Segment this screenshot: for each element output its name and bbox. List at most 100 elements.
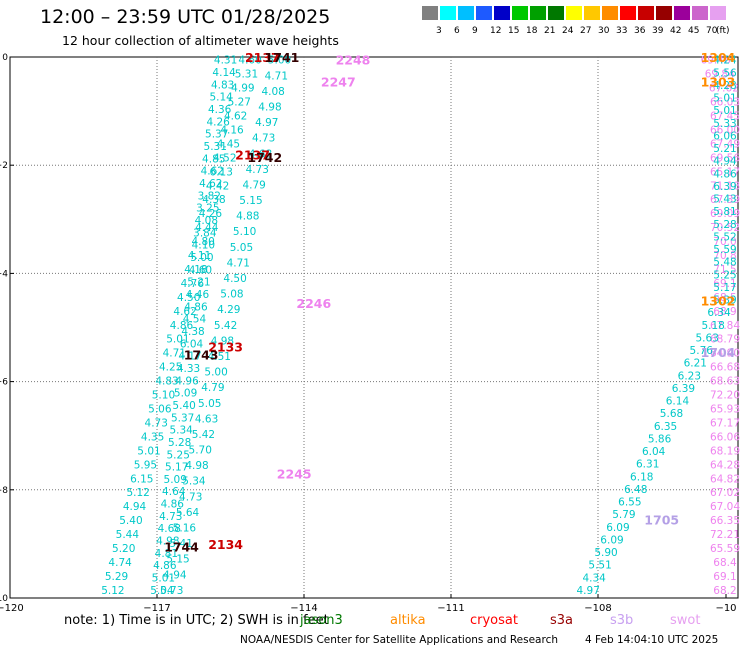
legend-swatch [548,6,564,20]
map-frame [9,56,739,599]
wave-height-value: 4.35 [141,431,164,443]
track-west-1: 4.314.144.835.144.364.265.375.314.854.62… [150,55,237,597]
wave-height-value: 5.01 [713,105,736,117]
wave-height-value: 6.55 [618,497,641,509]
legend-swatch [638,6,654,20]
wave-height-value: 5.70 [189,445,212,457]
wave-height-value: 69.1 [713,278,736,290]
legend-label: 45 [688,26,700,36]
pass-time-label: 1742 [247,150,282,165]
wave-height-value: 5.40 [119,515,142,527]
wave-height-value: 5.41 [170,538,193,550]
wave-height-value: 4.29 [217,304,240,316]
wave-height-value: 66.68 [710,362,740,374]
page-subtitle: 12 hour collection of altimeter wave hei… [62,33,339,48]
legend-swatch [584,6,600,20]
wave-height-value: 4.88 [236,211,259,223]
wave-height-value: 4.83 [211,79,234,91]
wave-height-value: 71.5 [713,264,736,276]
wave-height-value: 5.21 [187,277,210,289]
wave-height-value: 5.25 [167,449,190,461]
wave-height-value: 5.12 [101,585,124,597]
satellite-altika: altika [390,613,426,628]
wave-height-value: 4.73 [159,511,182,523]
satellite-s3b: s3b [610,613,634,628]
wave-height-value: 4.83 [155,376,178,388]
pass-time-label: 1741 [265,50,300,65]
legend-swatch [566,6,582,20]
wave-height-value: 4.62 [173,306,196,318]
footer-note: note: 1) Time is in UTC; 2) SWH is in fe… [64,613,329,628]
wave-height-value: 4.60 [238,55,261,67]
wave-height-value: 5.44 [116,529,140,541]
wave-height-value: 4.98 [258,101,281,113]
wave-height-value: 5.01 [166,334,189,346]
legend-label: 36 [634,26,646,36]
legend-label: 15 [508,26,520,36]
wave-height-value: 4.46 [186,289,210,301]
pass-time-label: 1744 [164,540,199,555]
wave-height-value: 68.19 [710,445,740,457]
wave-height-value: 6.14 [666,396,690,408]
wave-height-value: 4.11 [188,250,211,262]
wave-height-value: 4.50 [177,292,200,304]
wave-height-value: 66.35 [710,515,740,527]
wave-height-value: 5.79 [612,509,635,521]
wave-height-value: 67.02 [710,487,740,499]
wave-height-value: 4.44 [195,222,219,234]
wave-height-value: 4.60 [189,264,212,276]
wave-height-value: 5.10 [233,226,256,238]
wave-height-value: 4.98 [185,460,208,472]
wave-height-value: 5.56 [713,67,737,79]
wave-height-value: 6.18 [630,471,653,483]
wave-height-value: 4.62 [201,166,224,178]
pass-time-label: 2134 [208,537,243,552]
wave-height-value: 5.48 [713,257,736,269]
wave-height-value: 3.25 [196,203,219,215]
wave-height-value: 70.0 [713,236,736,248]
wave-height-value: 69.1 [713,571,736,583]
y-tick-label: −6 [0,378,8,388]
wave-height-value: 5.73 [160,585,183,597]
wave-height-value: 4.33 [177,363,200,375]
legend-label: 12 [490,26,502,36]
legend-label: 9 [472,26,478,36]
wave-height-value: 6.15 [130,473,153,485]
wave-height-value: 5.31 [235,69,258,81]
wave-height-value: 67.62 [709,83,739,95]
wave-height-value: 4.98 [156,536,179,548]
wave-height-value: 4.08 [195,215,218,227]
track-east-cyan: 4.245.564.285.015.015.336.065.214.944.86… [577,55,737,597]
wave-height-value: 72.21 [710,529,740,541]
wave-height-value: 6.21 [684,358,707,370]
wave-height-value: 4.25 [159,362,182,374]
wave-height-value: 5.86 [648,433,672,445]
pass-time-label: 2133 [208,339,243,354]
pass-time-label: 1304 [701,50,736,65]
map-grid [10,57,738,598]
wave-height-value: 5.59 [713,244,736,256]
legend-swatch [710,6,726,20]
pass-time-label: 1743 [184,348,219,363]
wave-height-value: 5.08 [220,289,243,301]
legend-label: 33 [616,26,628,36]
generation-timestamp: 4 Feb 14:04:10 UTC 2025 [585,634,719,646]
legend-label: 70 [706,26,718,36]
wave-height-value: 6.09 [606,522,629,534]
legend-swatch [458,6,474,20]
wave-height-value: 6.23 [678,370,701,382]
wave-height-value: 4.34 [582,572,606,584]
legend-label: 27 [580,26,592,36]
wave-height-value: 4.94 [163,569,187,581]
wave-height-value: 4.62 [224,111,247,123]
pass-time-label: 2245 [277,467,312,482]
wave-height-value: 6.06 [713,130,737,142]
x-tick-label: −117 [143,603,170,614]
pass-time-label: 1303 [701,74,736,89]
wave-height-value: 68.79 [710,334,740,346]
y-tick-label: −2 [0,161,8,171]
wave-height-value: 6.04 [642,446,666,458]
wave-height-value: 4.97 [577,585,600,597]
